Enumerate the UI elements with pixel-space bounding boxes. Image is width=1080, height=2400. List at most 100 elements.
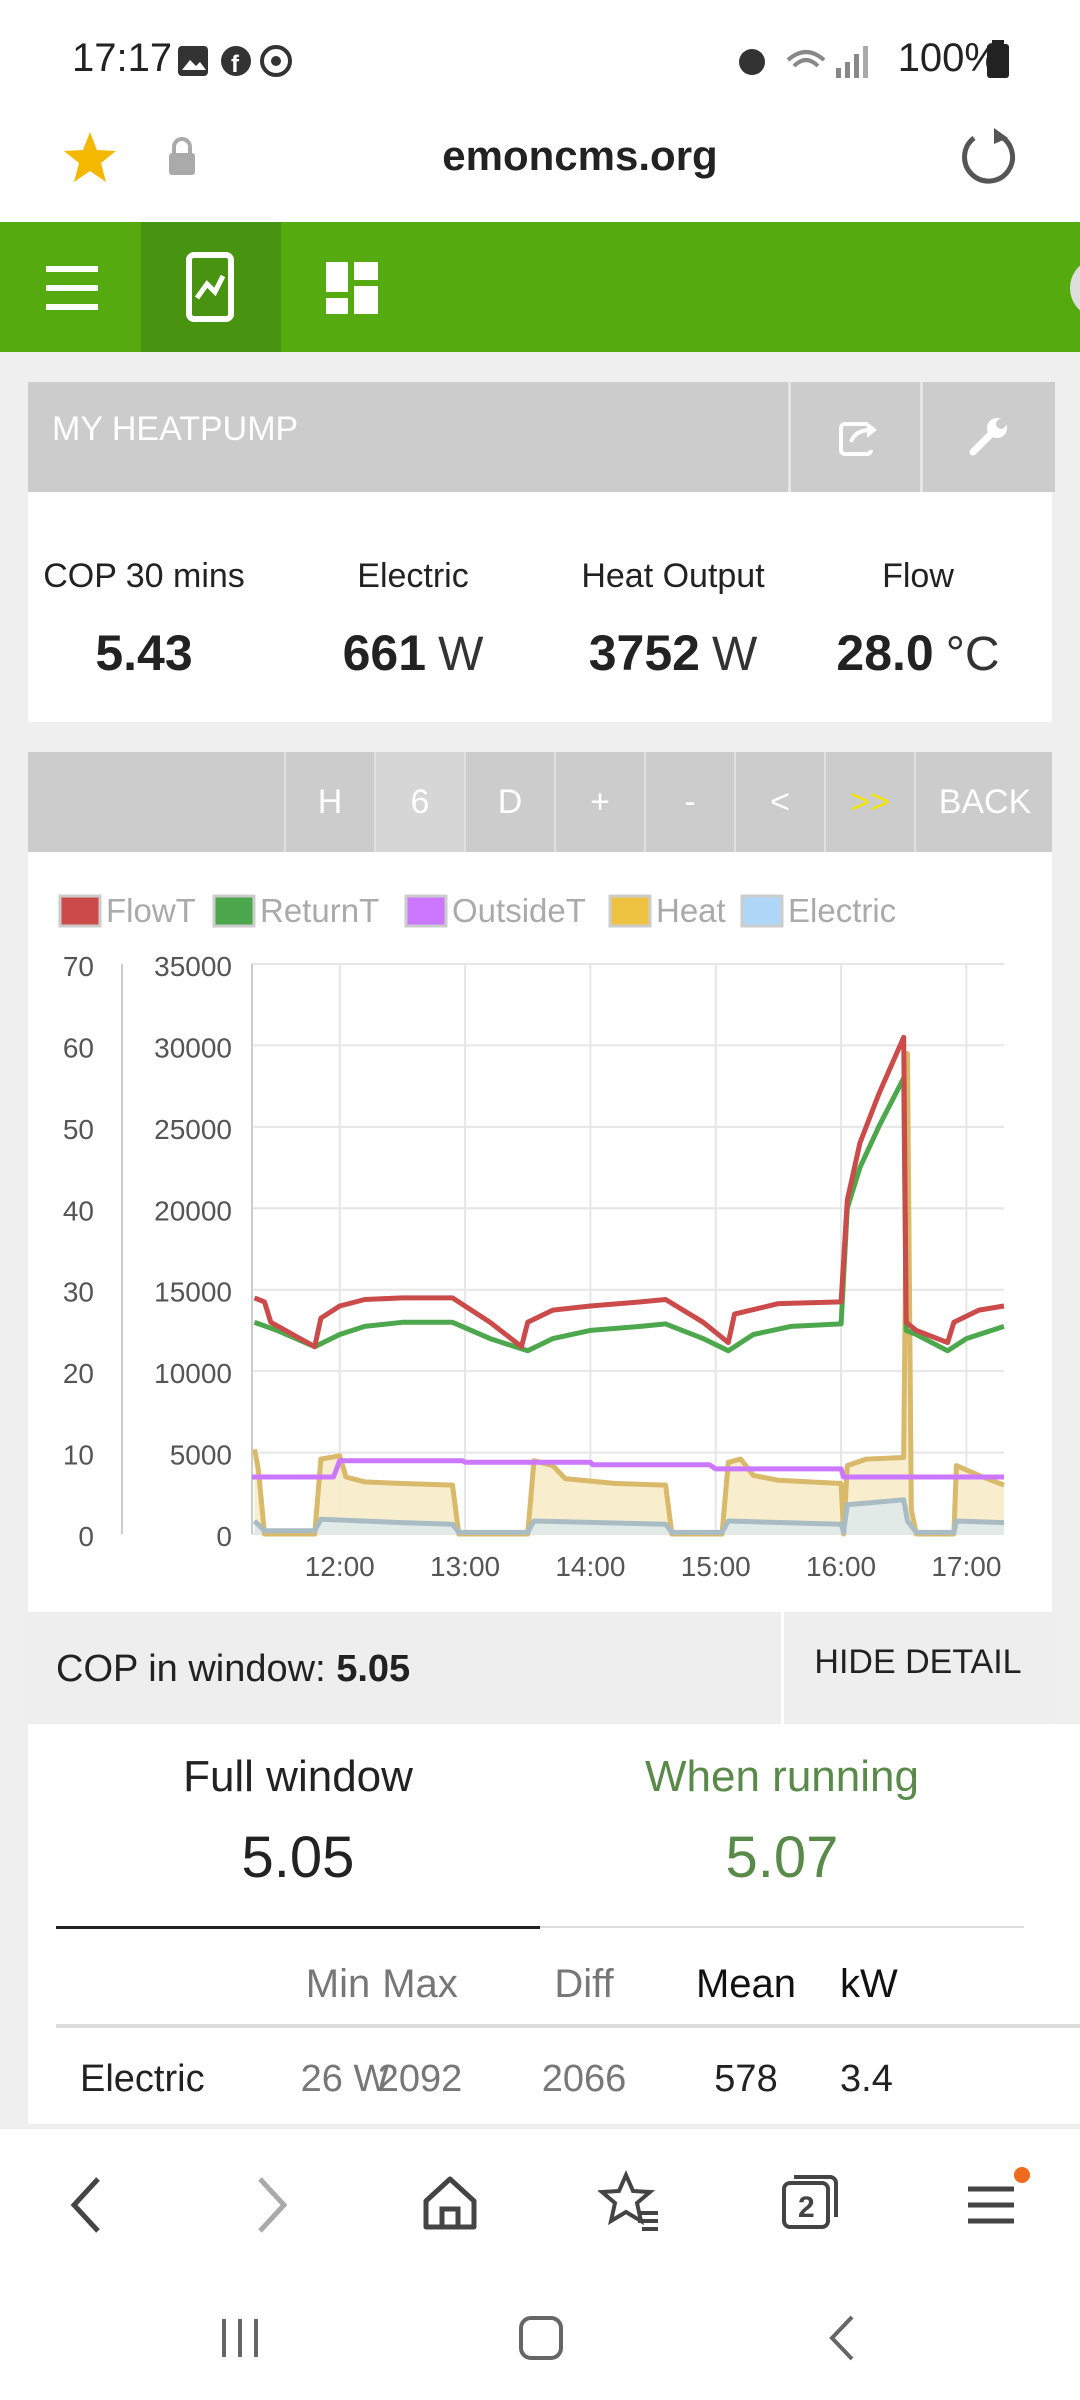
share-icon [839,422,877,456]
stat-flow: Flow 28.0 °C [808,557,1028,682]
back-icon[interactable] [66,2173,106,2237]
url-host[interactable]: emoncms.org [442,132,718,179]
y-right-tick: 15000 [154,1277,232,1308]
hide-detail-button[interactable]: HIDE DETAIL [781,1612,1052,1724]
home-icon[interactable] [420,2173,480,2233]
x-tick: 14:00 [555,1551,625,1582]
y-right-tick: 35000 [154,951,232,982]
outsidet-line [252,1458,1004,1480]
y-left-tick: 70 [63,951,94,982]
y-left-tick: 60 [63,1032,94,1063]
stat-value: 3752 [588,625,700,681]
chart-panel: FlowT ReturnT OutsideT Heat Electric 70 35000 6… [28,852,1052,1612]
legend-label: OutsideT [452,892,586,929]
notification-icons: f [178,45,292,78]
flowt-line [253,1034,1005,1350]
pan-right-button[interactable]: >> [824,752,914,852]
day-button[interactable]: D [464,752,554,852]
hour-button[interactable]: H [284,752,374,852]
url-bar: emoncms.org [0,120,1080,222]
tab-label: When running [645,1752,919,1801]
nav-graphs-tab[interactable] [141,222,281,352]
pan-left-button[interactable]: < [734,752,824,852]
y-right-tick: 30000 [154,1032,232,1063]
stat-cop: COP 30 mins 5.43 [28,557,260,682]
app-navbar [0,222,1080,352]
system-status-icons [739,46,868,78]
stat-value: 28.0 [836,625,934,681]
star-icon[interactable] [60,128,120,188]
legend-swatch [740,894,784,928]
system-nav [0,2277,1080,2400]
heatpump-chart[interactable]: FlowT ReturnT OutsideT Heat Electric 70 35000 6… [28,852,1052,1612]
share-button[interactable] [788,382,923,492]
x-tick: 13:00 [430,1551,500,1582]
svg-text:f: f [231,51,240,78]
wrench-icon [969,418,1007,456]
tabs-icon[interactable]: 2 [778,2169,844,2235]
y-left-tick: 20 [63,1358,94,1389]
user-avatar-edge[interactable] [1060,258,1080,318]
back-button[interactable]: BACK [914,752,1054,852]
zoom-in-button[interactable]: + [554,752,644,852]
dashboard-icon[interactable] [324,260,380,316]
cell-kwh: 3.4 [840,2058,893,2100]
y-left-tick: 50 [63,1114,94,1145]
column-header: Max [382,1962,458,2006]
cell-min: 26 W [300,2058,390,2100]
menu-icon[interactable] [44,262,100,314]
browser-toolbar: 2 [0,2127,1080,2279]
settings-button[interactable] [920,382,1055,492]
detail-panel: Full window 5.05 When running 5.07 Min M… [28,1724,1080,2124]
stat-label: Heat Output [581,557,765,595]
legend-label: FlowT [106,892,196,929]
mobile-chart-icon [186,252,234,322]
stat-value: 661 [342,625,427,681]
cell-max: 2092 [377,2058,463,2100]
stat-electric: Electric 661 W [288,557,538,682]
zoom-out-button[interactable]: - [644,752,734,852]
cop-window-row: COP in window: 5.05 HIDE DETAIL [28,1612,1052,1724]
forward-icon[interactable] [252,2173,292,2237]
status-bar: 17:17 f 100% [0,0,1080,120]
system-back-icon[interactable] [822,2313,862,2363]
y-right-tick: 10000 [154,1358,232,1389]
x-tick: 17:00 [931,1551,1001,1582]
recent-apps-icon[interactable] [216,2313,266,2363]
stat-unit: W [711,628,758,681]
y-right-tick: 20000 [154,1195,232,1226]
row-label: Electric [80,2058,205,2100]
tab-when-running[interactable]: When running 5.07 [540,1724,1024,1928]
column-header: Mean [695,1962,797,2006]
reload-icon[interactable] [956,124,1020,188]
detail-table-header: Min Max Diff Mean kW [56,1954,1080,2028]
stat-value: 5.43 [95,625,193,681]
legend-swatch [58,894,102,928]
stat-heat-output: Heat Output 3752 W [548,557,798,682]
electric-line [252,1497,1005,1535]
legend-swatch [608,894,652,928]
returnt-line [253,1075,1005,1354]
bookmarks-icon[interactable] [598,2169,662,2233]
x-tick: 15:00 [681,1551,751,1582]
heat-area [254,1053,1004,1534]
six-hours-button[interactable]: 6 [374,752,464,852]
battery-percent: 100% [897,36,1000,80]
panel-title: MY HEATPUMP [52,410,299,448]
legend-label: Heat [656,892,726,929]
cop-window-text: COP in window: 5.05 [56,1648,410,1691]
y-left-tick: 40 [63,1195,94,1226]
stat-label: COP 30 mins [43,557,245,595]
tab-full-window[interactable]: Full window 5.05 [56,1724,540,1929]
lock-icon[interactable] [166,136,198,178]
cell-mean: 578 [714,2058,778,2100]
tab-value: 5.07 [725,1825,839,1890]
legend-label: ReturnT [260,892,379,929]
home-button-icon[interactable] [516,2313,566,2363]
x-tick: 12:00 [305,1551,375,1582]
column-header: Min [305,1962,371,2006]
cell-diff: 2066 [541,2058,627,2100]
browser-menu-icon[interactable] [962,2165,1032,2235]
cop-window-label: COP in window: [56,1648,326,1690]
y-left-tick: 0 [78,1521,94,1552]
